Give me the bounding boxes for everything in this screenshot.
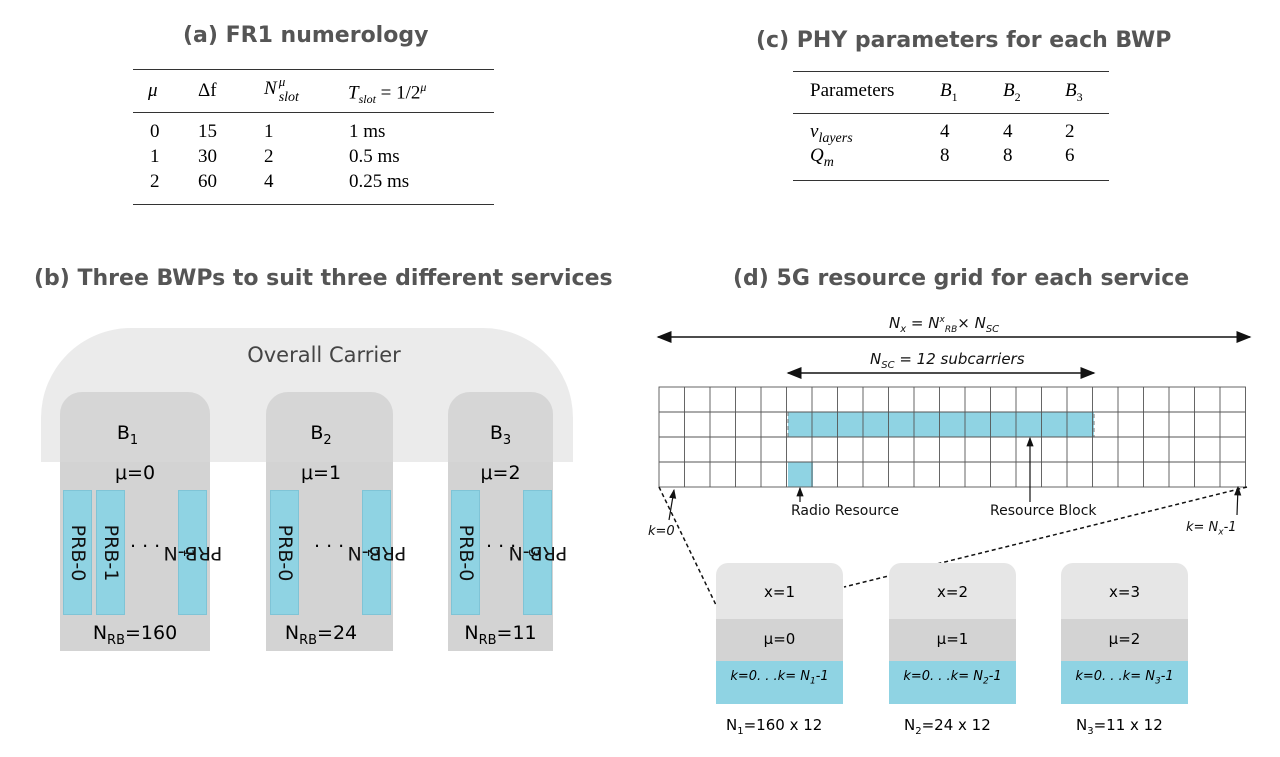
bwp-2-nrb: NRB=24: [284, 622, 358, 648]
prb-n1: PRB-N 1: [163, 490, 222, 615]
resource-block-highlight: [787, 411, 1095, 438]
bwp-3-nrb: NRB=11: [464, 622, 537, 648]
table-a-row-mu: 2: [150, 171, 160, 192]
panel-a-title: (a) FR1 numerology: [183, 23, 429, 48]
table-c-row-qm-b3: 6: [1065, 145, 1075, 166]
overall-carrier-label: Overall Carrier: [247, 343, 401, 367]
service-3-numerology: μ=2: [1108, 630, 1141, 648]
table-a-row-df: 30: [198, 146, 217, 167]
service-3-size: N3=11 x 12: [1076, 716, 1163, 737]
table-a-row-n: 1: [264, 121, 274, 142]
table-a-row-mu: 0: [150, 121, 160, 142]
kn-pointer: [1234, 485, 1242, 516]
service-2-size: N2=24 x 12: [904, 716, 991, 737]
service-2-k-range: k=0. . .k= N2-1: [903, 669, 1002, 687]
table-a-row-t: 1 ms: [349, 121, 386, 142]
kn-label: k= Nx-1: [1186, 520, 1237, 538]
k0-label: k=0: [648, 524, 675, 539]
service-3-index: x=3: [1109, 583, 1140, 601]
prb-0: PRB-0: [270, 490, 299, 615]
nsc-label: NSC = 12 subcarriers: [870, 350, 1025, 371]
prb-ellipsis: . . .: [314, 530, 345, 552]
table-a-mid-rule: [133, 112, 494, 113]
zoom-line-left: [658, 486, 717, 606]
prb-n2: PRB-N 2: [347, 490, 406, 615]
service-1-size: N1=160 x 12: [726, 716, 823, 737]
service-card-2: x=2 μ=1 k=0. . .k= N2-1: [889, 563, 1016, 704]
resource-grid-diagram: [656, 331, 1252, 606]
resource-grid: [658, 386, 1246, 488]
bwp-1-name: B1: [116, 422, 139, 448]
table-c-bottom-rule: [793, 180, 1109, 181]
bwp-3-name: B3: [489, 422, 512, 448]
service-1-numerology: μ=0: [763, 630, 796, 648]
prb-0: PRB-0: [451, 490, 480, 615]
prb-0: PRB-0: [63, 490, 92, 615]
service-card-1: x=1 μ=0 k=0. . .k= N1-1: [716, 563, 843, 704]
table-c-header-b3: B3: [1065, 80, 1083, 104]
service-3-k-range: k=0. . .k= N3-1: [1075, 669, 1174, 687]
service-1-index: x=1: [764, 583, 795, 601]
prb-n3: PRB-N 3: [508, 490, 567, 615]
table-a-header-nslot: N μ slot: [264, 74, 299, 105]
table-c-row-vlayers-b2: 4: [1003, 121, 1013, 142]
service-card-3: x=3 μ=2 k=0. . .k= N3-1: [1061, 563, 1188, 704]
nx-label: Nx = NxRB× NSC: [889, 314, 1000, 335]
bwp-2-name: B2: [310, 422, 332, 448]
k0-pointer: [668, 488, 677, 521]
table-a-header-df: Δf: [198, 80, 217, 101]
table-a-header-tslot: Tslot = 1/2μ: [348, 80, 427, 107]
bwp-2-numerology: μ=1: [300, 462, 342, 484]
bwp-1-nrb: NRB=160: [92, 622, 178, 648]
prb-ellipsis: . . .: [486, 530, 517, 552]
table-a-row-t: 0.5 ms: [349, 146, 400, 167]
prb-ellipsis: . . .: [130, 530, 161, 552]
table-c-header-b2: B2: [1003, 80, 1021, 104]
table-c-row-vlayers-b1: 4: [940, 121, 950, 142]
table-c-row-qm-b1: 8: [940, 145, 950, 166]
table-a-row-n: 4: [264, 171, 274, 192]
table-a-header-mu: μ: [148, 80, 158, 101]
bwp-3-numerology: μ=2: [480, 462, 521, 484]
service-2-numerology: μ=1: [936, 630, 969, 648]
table-c-row-vlayers-b3: 2: [1065, 121, 1075, 142]
radio-resource-highlight: [788, 462, 813, 487]
prb-1: PRB-1: [96, 490, 125, 615]
table-a-row-df: 60: [198, 171, 217, 192]
table-a-row-mu: 1: [150, 146, 160, 167]
table-c-row-qm-label: Qm: [810, 145, 834, 170]
panel-b-title: (b) Three BWPs to suit three different s…: [34, 266, 613, 291]
table-a-top-rule: [133, 69, 494, 70]
table-c-top-rule: [793, 71, 1109, 72]
bwp-1-numerology: μ=0: [114, 462, 156, 484]
panel-d-title: (d) 5G resource grid for each service: [733, 266, 1190, 291]
service-1-k-range: k=0. . .k= N1-1: [730, 669, 829, 687]
table-a-row-df: 15: [198, 121, 217, 142]
table-a-row-n: 2: [264, 146, 274, 167]
service-2-index: x=2: [937, 583, 968, 601]
table-a-bottom-rule: [133, 204, 494, 205]
resource-block-label: Resource Block: [990, 503, 1097, 519]
table-c-row-vlayers-label: vlayers: [810, 121, 853, 146]
panel-c-title: (c) PHY parameters for each BWP: [756, 28, 1172, 53]
radio-resource-label: Radio Resource: [791, 503, 899, 519]
table-c-header-b1: B1: [940, 80, 958, 104]
table-a-row-t: 0.25 ms: [349, 171, 410, 192]
table-c-row-qm-b2: 8: [1003, 145, 1013, 166]
table-c-header-parameters: Parameters: [810, 80, 895, 101]
table-c-mid-rule: [793, 113, 1109, 114]
